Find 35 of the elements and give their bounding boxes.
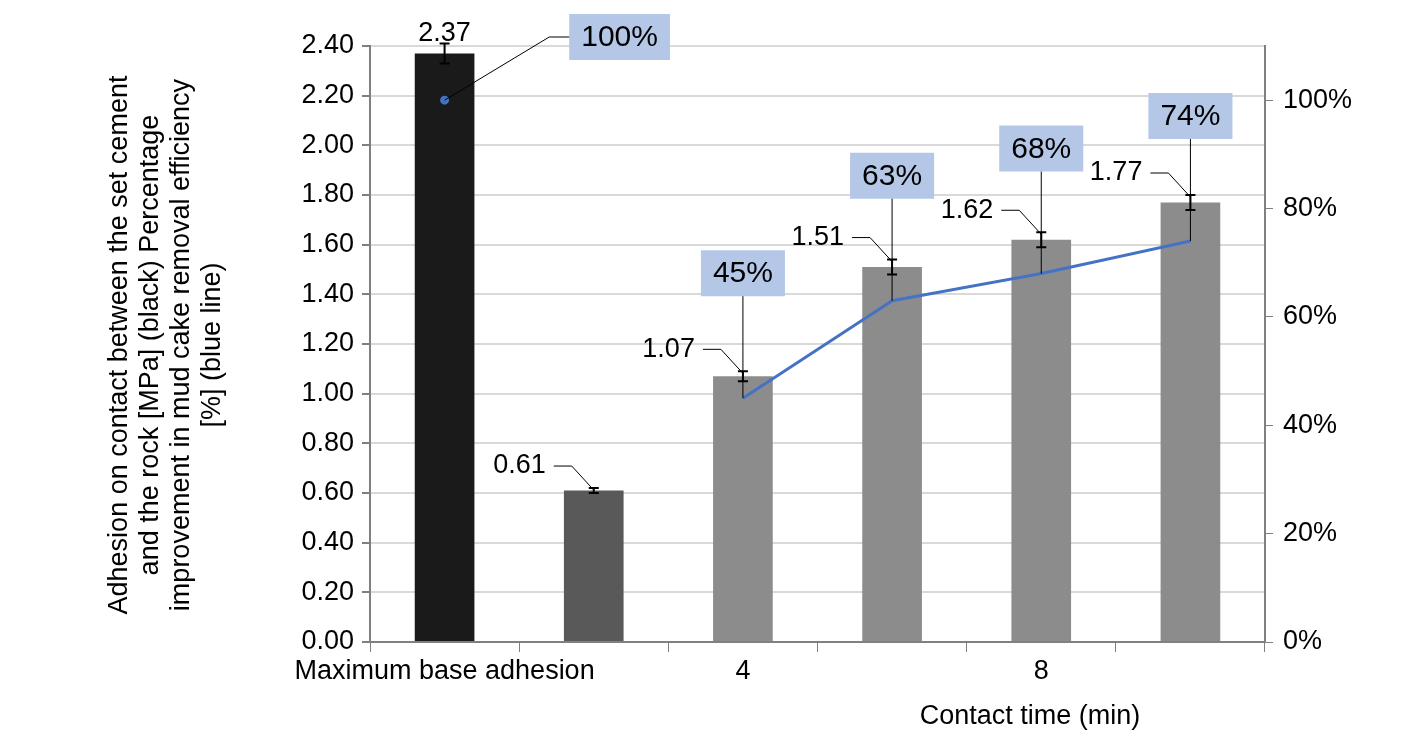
data-label: 100% xyxy=(581,19,658,53)
y-tick-label: 1.80 xyxy=(301,178,354,209)
y-tick-label: 0.20 xyxy=(301,575,354,606)
data-label: 68% xyxy=(1011,130,1072,164)
data-label: 1.07 xyxy=(642,332,695,363)
y2-tick-label: 80% xyxy=(1283,192,1338,222)
data-label: 74% xyxy=(1160,98,1221,132)
data-label: 0.61 xyxy=(493,449,546,480)
y-tick-label: 1.40 xyxy=(301,277,354,308)
data-label: 63% xyxy=(862,157,923,191)
data-label: 2.37 xyxy=(418,16,471,47)
y-tick-label: 0.00 xyxy=(301,625,354,656)
y-axis-title: Adhesion on contact between the set cement and the rock [MPa] (black) Percentage improvement in mud cake removal efficiency [%] (blue line) xyxy=(103,74,227,617)
y-tick-label: 1.20 xyxy=(301,327,354,358)
y-tick-label: 1.00 xyxy=(301,377,354,408)
y2-tick-label: 40% xyxy=(1283,408,1338,439)
data-label: 1.62 xyxy=(940,193,994,224)
y2-tick-label: 0% xyxy=(1283,625,1323,656)
data-label: 1.77 xyxy=(1089,156,1143,187)
y-tick-label: 0.40 xyxy=(301,526,354,557)
x-tick-label: Maximum base adhesion xyxy=(294,654,595,685)
y-tick-label: 2.00 xyxy=(301,128,354,159)
y2-tick-label: 20% xyxy=(1283,517,1338,548)
x-axis-title: Contact time (min) xyxy=(918,700,1142,731)
y-tick-label: 1.60 xyxy=(301,228,354,259)
x-tick-label: 8 xyxy=(1033,654,1049,685)
y2-tick-label: 60% xyxy=(1283,300,1338,331)
y-tick-label: 2.40 xyxy=(301,29,354,60)
y-tick-label: 0.80 xyxy=(301,426,354,457)
y-tick-label: 0.60 xyxy=(301,476,354,507)
data-label: 1.51 xyxy=(791,221,845,252)
y-tick-label: 2.20 xyxy=(301,79,354,110)
data-label: 45% xyxy=(712,255,773,289)
x-tick-label: 4 xyxy=(735,654,751,685)
y2-tick-label: 100% xyxy=(1283,83,1353,114)
